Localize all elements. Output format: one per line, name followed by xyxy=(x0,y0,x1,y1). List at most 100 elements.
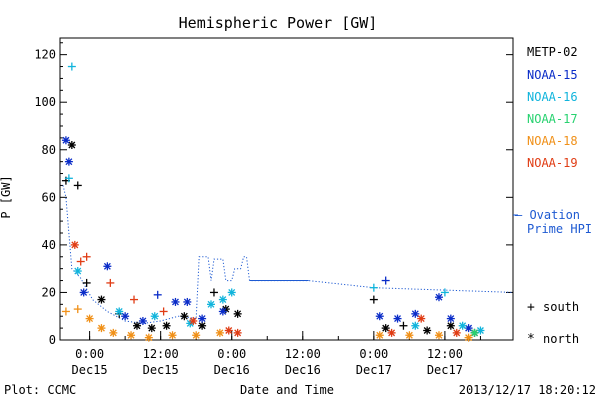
legend-entry-noaa19: NOAA-19 xyxy=(527,156,578,170)
y-tick-label: 20 xyxy=(42,285,56,299)
legend-ovation-line1: — Ovation xyxy=(515,208,580,222)
ovation-hpi-line xyxy=(62,185,514,324)
x-tick-label-time: 0:00 xyxy=(359,347,388,361)
data-point-noaa-15 xyxy=(446,314,455,323)
data-point-noaa-19 xyxy=(417,314,426,323)
data-point-noaa-19 xyxy=(76,257,85,266)
data-point-noaa-17 xyxy=(470,328,479,337)
x-tick-label-time: 12:00 xyxy=(285,347,321,361)
x-tick-label-date: Dec16 xyxy=(214,363,250,377)
x-tick-label-time: 0:00 xyxy=(75,347,104,361)
data-point-noaa-15 xyxy=(434,293,443,302)
data-point-metp-02 xyxy=(381,324,390,333)
data-point-noaa-18 xyxy=(127,331,136,340)
data-point-metp-02 xyxy=(209,288,218,297)
legend-entry-noaa18: NOAA-18 xyxy=(527,134,578,148)
legend-entry-noaa16: NOAA-16 xyxy=(527,90,578,104)
y-tick-label: 40 xyxy=(42,238,56,252)
data-point-noaa-15 xyxy=(79,288,88,297)
data-point-noaa-15 xyxy=(61,136,70,145)
data-point-metp-02 xyxy=(73,181,82,190)
legend-entry-noaa15: NOAA-15 xyxy=(527,68,578,82)
data-point-noaa-18 xyxy=(144,333,153,342)
x-axis: 0:00 Dec15 12:00 Dec15 0:00 Dec16 12:00 Dec16 0:… xyxy=(72,331,481,377)
data-point-noaa-19 xyxy=(452,328,461,337)
legend-north-symbol: * xyxy=(527,332,535,347)
data-point-noaa-18 xyxy=(109,328,118,337)
data-point-metp-02 xyxy=(67,141,76,150)
data-point-noaa-16 xyxy=(64,174,73,183)
data-point-noaa-15 xyxy=(375,312,384,321)
data-point-noaa-19 xyxy=(233,328,242,337)
data-point-noaa-19 xyxy=(70,240,79,249)
data-point-metp-02 xyxy=(198,321,207,330)
y-tick-label: 0 xyxy=(49,333,56,347)
footer-plot-credit: Plot: CCMC xyxy=(4,383,76,397)
data-point-noaa-15 xyxy=(121,312,130,321)
data-point-noaa-16 xyxy=(227,288,236,297)
data-point-noaa-19 xyxy=(82,252,91,261)
data-point-noaa-15 xyxy=(183,297,192,306)
footer-timestamp: 2013/12/17 18:20:12 xyxy=(459,383,596,397)
legend-ovation-line2: Prime HPI xyxy=(527,222,592,236)
data-point-noaa-18 xyxy=(73,305,82,314)
data-point-noaa-15 xyxy=(103,262,112,271)
data-point-noaa-15 xyxy=(153,290,162,299)
data-point-noaa-16 xyxy=(207,300,215,309)
data-point-metp-02 xyxy=(147,324,156,333)
y-tick-label: 120 xyxy=(34,48,56,62)
data-point-metp-02 xyxy=(446,321,455,330)
x-tick-label-date: Dec16 xyxy=(285,363,321,377)
y-tick-label: 80 xyxy=(42,143,56,157)
data-point-metp-02 xyxy=(162,321,171,330)
data-point-noaa-19 xyxy=(189,316,198,325)
y-tick-label: 60 xyxy=(42,190,56,204)
data-point-noaa-16 xyxy=(458,321,467,330)
data-point-noaa-18 xyxy=(215,328,224,337)
data-point-noaa-16 xyxy=(369,283,378,292)
data-point-noaa-16 xyxy=(411,321,420,330)
data-point-noaa-19 xyxy=(159,307,168,316)
ovation-line xyxy=(62,185,518,324)
x-tick-label-date: Dec15 xyxy=(143,363,179,377)
data-point-noaa-19 xyxy=(224,326,233,335)
data-point-noaa-15 xyxy=(218,307,227,316)
plot-frame xyxy=(59,37,514,341)
x-axis-label: Date and Time xyxy=(240,383,334,397)
data-point-noaa-18 xyxy=(85,314,94,323)
x-tick-label-time: 12:00 xyxy=(143,347,179,361)
data-point-noaa-18 xyxy=(168,331,177,340)
data-point-noaa-18 xyxy=(192,331,201,340)
data-point-metp-02 xyxy=(180,312,189,321)
data-point-noaa-16 xyxy=(67,62,76,71)
data-point-metp-02 xyxy=(97,295,106,304)
x-tick-label-time: 12:00 xyxy=(427,347,463,361)
data-point-noaa-18 xyxy=(405,331,414,340)
x-tick-label-time: 0:00 xyxy=(217,347,246,361)
data-point-noaa-15 xyxy=(64,157,73,166)
data-point-noaa-16 xyxy=(73,267,82,276)
x-tick-label-date: Dec17 xyxy=(356,363,392,377)
data-points xyxy=(61,62,485,342)
data-point-metp-02 xyxy=(399,321,408,330)
x-tick-label-date: Dec15 xyxy=(72,363,108,377)
legend: METP-02 NOAA-15 NOAA-16 NOAA-17 NOAA-18 … xyxy=(515,45,592,347)
data-point-noaa-18 xyxy=(434,331,443,340)
y-axis-label: P [GW] xyxy=(0,175,13,218)
data-point-noaa-18 xyxy=(464,333,473,342)
y-tick-label: 100 xyxy=(34,95,56,109)
legend-south-symbol: + xyxy=(527,300,535,315)
data-point-metp-02 xyxy=(233,309,242,318)
data-point-noaa-18 xyxy=(375,331,384,340)
data-point-metp-02 xyxy=(369,295,378,304)
data-point-noaa-15 xyxy=(411,309,420,318)
data-point-noaa-16 xyxy=(150,312,159,321)
data-point-noaa-16 xyxy=(218,295,227,304)
data-point-noaa-15 xyxy=(198,314,207,323)
data-point-metp-02 xyxy=(423,326,432,335)
x-tick-label-date: Dec17 xyxy=(427,363,463,377)
data-point-noaa-18 xyxy=(61,307,70,316)
data-point-noaa-16 xyxy=(440,288,449,297)
legend-south-label: south xyxy=(543,300,579,314)
